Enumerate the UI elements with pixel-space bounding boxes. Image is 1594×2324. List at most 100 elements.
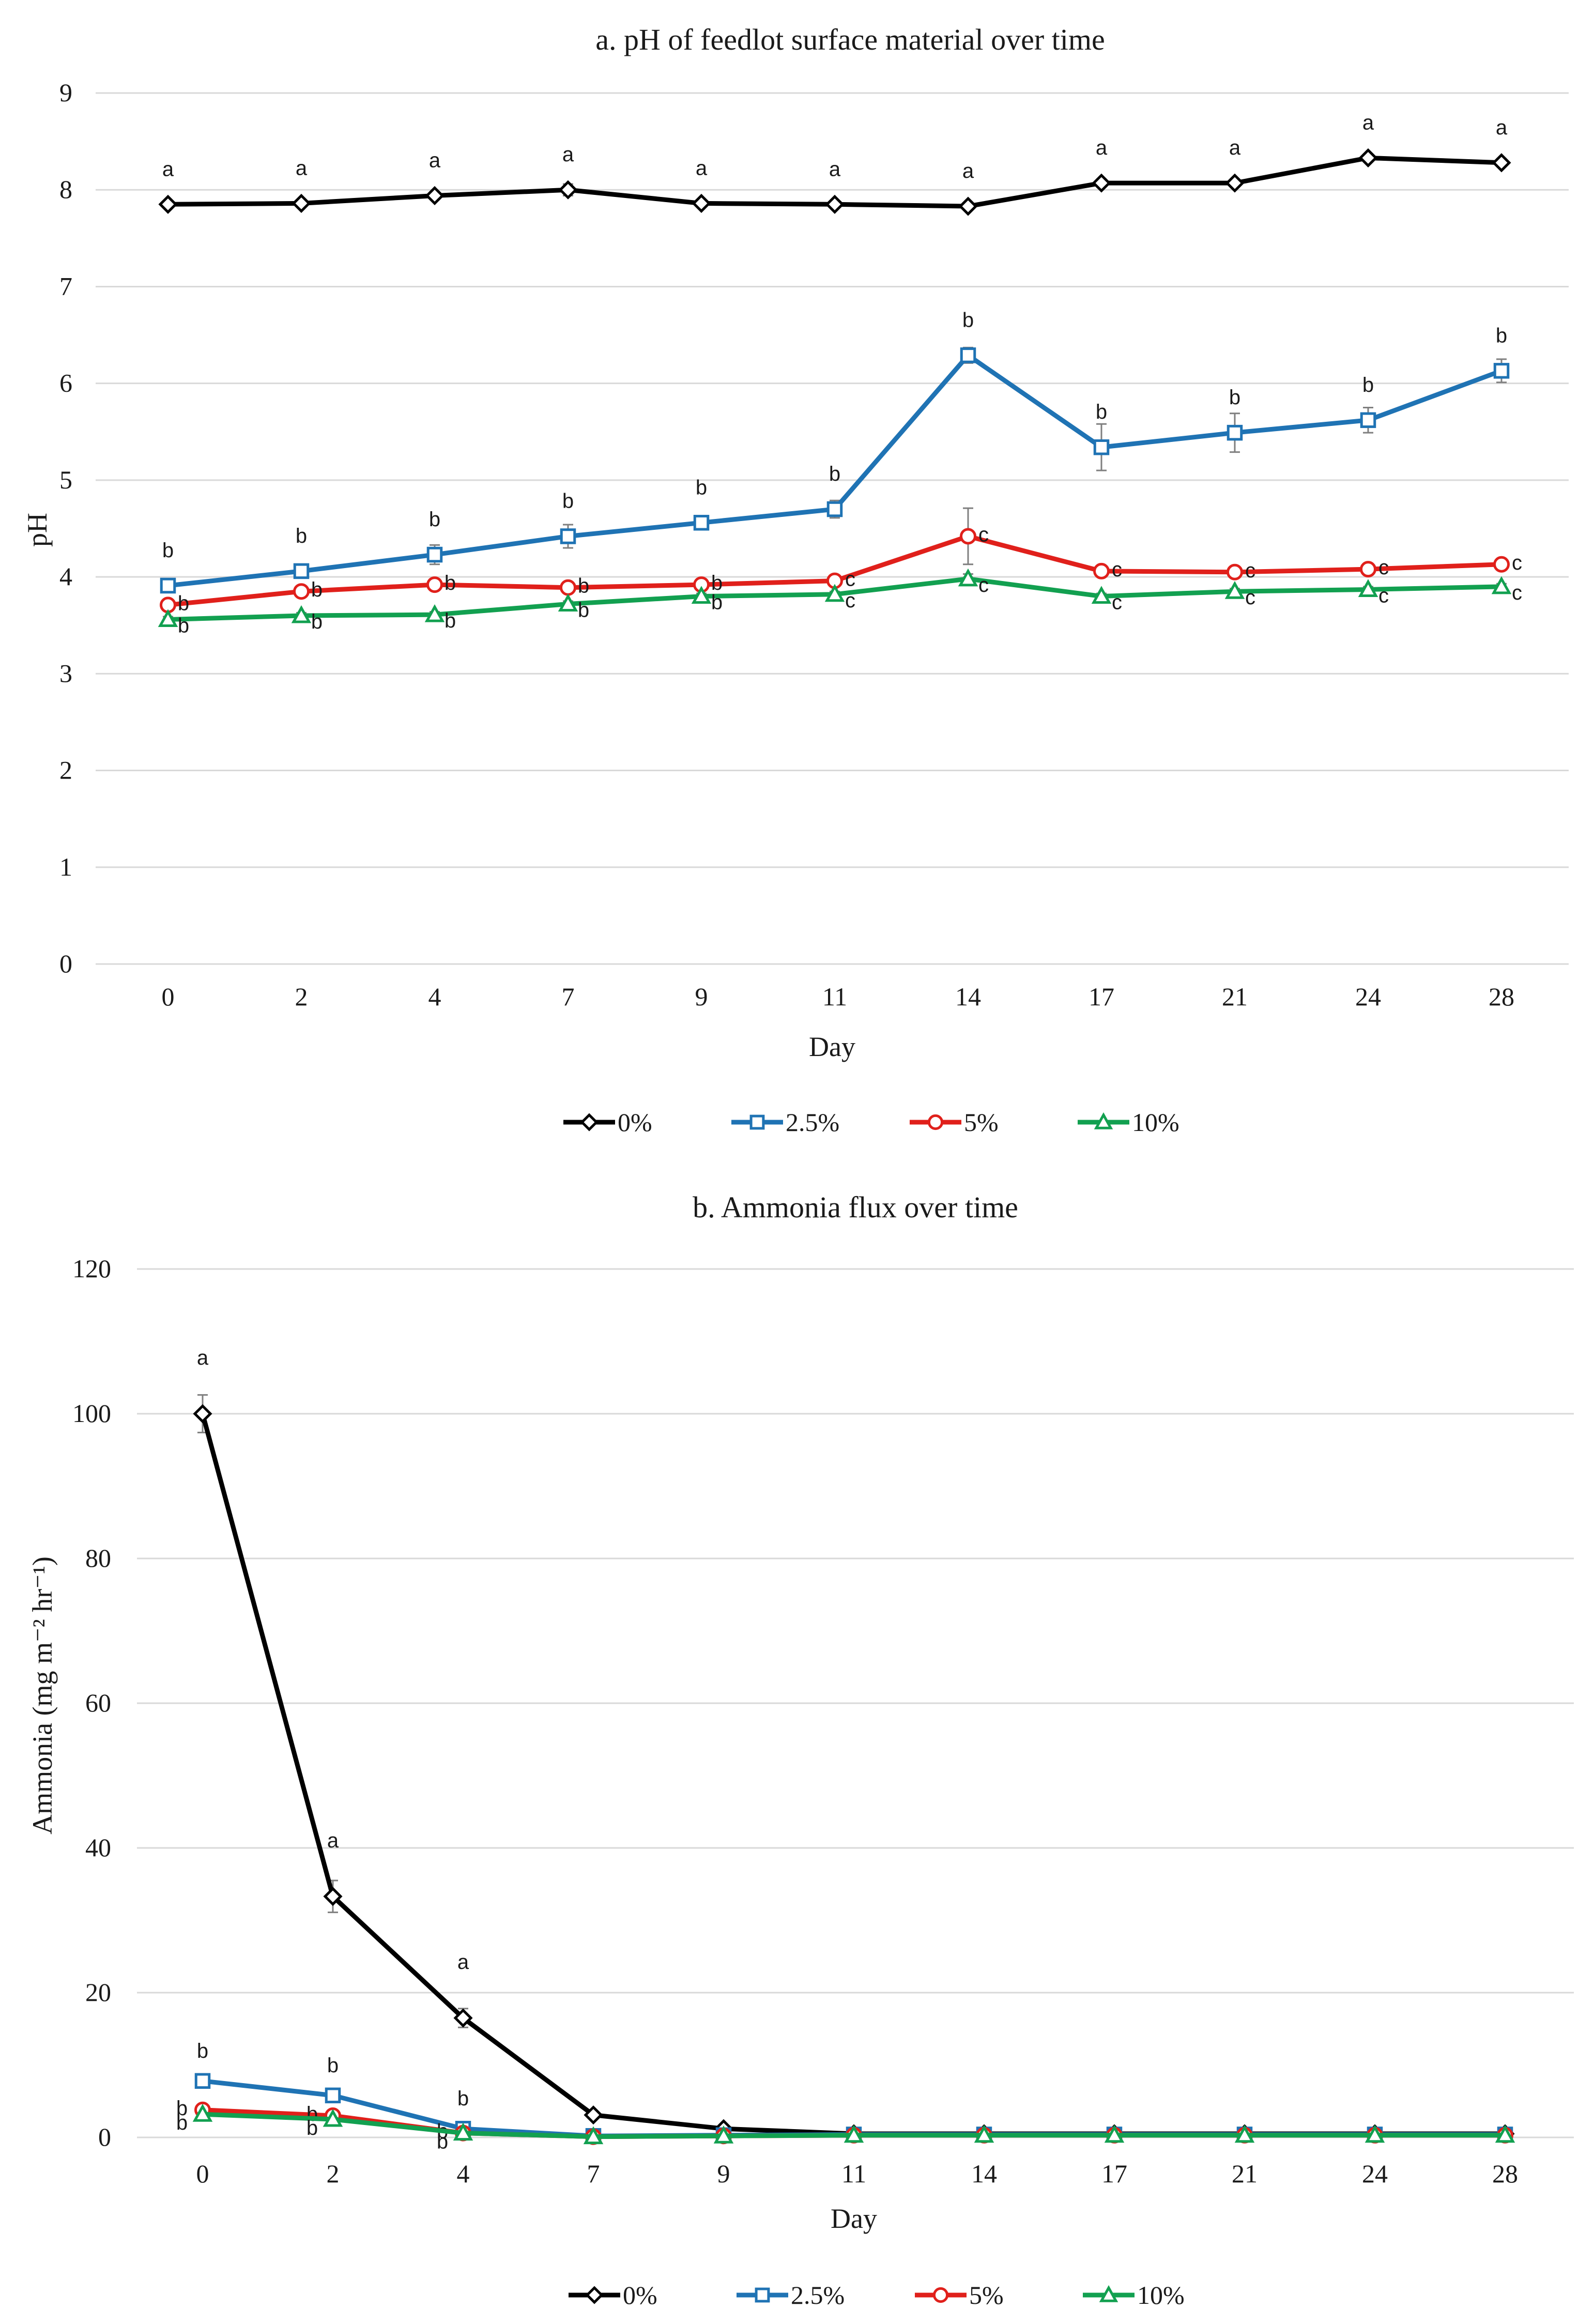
significance-label: b	[829, 463, 840, 485]
y-tick-label-0: 0	[59, 949, 72, 978]
significance-label: b	[311, 578, 323, 601]
significance-label: b	[1362, 374, 1374, 396]
data-point	[1234, 2124, 1255, 2143]
data-point	[194, 2073, 211, 2089]
data-point	[425, 186, 445, 205]
data-point	[713, 2126, 734, 2144]
data-point	[292, 193, 311, 213]
legend-marker	[932, 2287, 949, 2303]
data-point	[1365, 2124, 1385, 2143]
x-tick-label-7: 7	[587, 2159, 600, 2188]
data-point	[1091, 586, 1112, 604]
series-5pct: bb b b b ccc c c c	[160, 507, 1522, 615]
significance-label: c	[845, 568, 855, 591]
data-point	[960, 528, 976, 545]
significance-label: b	[197, 2040, 208, 2062]
significance-label: b	[1096, 401, 1107, 423]
data-point	[958, 196, 978, 216]
significance-label: c	[978, 574, 989, 597]
data-point	[1093, 439, 1110, 455]
significance-label: b	[296, 525, 307, 547]
significance-label: c	[1245, 586, 1255, 609]
significance-label: a	[162, 158, 174, 180]
legend-marker	[1094, 1112, 1113, 1129]
chart-b-legend: 0% 2.5% 5% 10%	[569, 2281, 1185, 2310]
x-tick-label-17: 17	[1089, 982, 1114, 1011]
x-tick-label-28: 28	[1492, 2159, 1518, 2188]
significance-label: b	[578, 599, 589, 622]
data-point	[1104, 2124, 1125, 2143]
significance-label: b	[578, 575, 589, 598]
data-point	[1225, 173, 1245, 193]
significance-label: b	[311, 610, 323, 633]
series-2-5pct: b b b b b b b b b b b	[160, 309, 1510, 594]
data-point	[291, 605, 312, 623]
significance-label: c	[1112, 591, 1122, 614]
x-tick-label-0: 0	[162, 982, 175, 1011]
x-tick-label-28: 28	[1489, 982, 1514, 1011]
data-point	[1360, 412, 1376, 429]
y-tick-label-9: 9	[59, 78, 72, 107]
data-point	[1093, 562, 1110, 579]
series-10pct: b bb	[176, 2104, 1515, 2153]
data-point	[453, 2008, 473, 2028]
significance-label: a	[562, 143, 574, 166]
significance-label: b	[327, 2054, 339, 2077]
data-point	[825, 194, 845, 214]
data-point	[960, 347, 976, 363]
legend-item-0pct: 0%	[569, 2281, 657, 2310]
significance-label: c	[1245, 559, 1255, 582]
data-point	[1492, 153, 1511, 173]
significance-label: b	[711, 591, 723, 614]
data-point	[583, 2126, 604, 2145]
data-point	[560, 528, 576, 544]
data-point	[826, 501, 843, 517]
x-tick-label-11: 11	[841, 2159, 866, 2188]
data-point	[1227, 563, 1243, 580]
y-tick-label-80: 80	[85, 1543, 111, 1572]
data-point	[160, 577, 176, 594]
data-point	[323, 1887, 343, 1906]
data-point	[974, 2124, 994, 2143]
significance-label: c	[1112, 558, 1122, 581]
legend-item-5pct: 5%	[915, 2281, 1004, 2310]
significance-label: b	[962, 309, 974, 331]
data-point	[193, 1404, 212, 1424]
legend-marker	[1099, 2285, 1118, 2302]
significance-label: b	[562, 490, 574, 512]
data-point	[693, 515, 710, 531]
y-tick-label-0: 0	[98, 2122, 111, 2151]
significance-label: c	[1512, 552, 1522, 574]
data-point	[293, 563, 310, 579]
chart-a-ph: a. pH of feedlot surface material over t…	[22, 23, 1569, 1137]
chart-b-ammonia: b. Ammonia flux over time 02040608010012…	[27, 1190, 1574, 2310]
significance-label: b	[176, 2097, 188, 2120]
y-tick-label-1: 1	[59, 852, 72, 881]
data-point	[158, 609, 178, 627]
y-tick-label-60: 60	[85, 1688, 111, 1717]
data-point	[323, 2108, 343, 2127]
chart-b-title: b. Ammonia flux over time	[693, 1190, 1018, 1224]
y-tick-label-20: 20	[85, 1978, 111, 2007]
data-point	[691, 586, 712, 604]
legend-item-5pct: 5%	[910, 1108, 999, 1137]
x-tick-label-24: 24	[1362, 2159, 1388, 2188]
y-tick-label-8: 8	[59, 175, 72, 204]
series-10pct: b b b b b ccc c c c	[158, 568, 1522, 637]
data-point	[1493, 556, 1510, 573]
chart-b-y-tick-labels: 0 20 40 60 80 100 120	[72, 1254, 111, 2151]
legend-label: 2.5%	[786, 1108, 839, 1137]
significance-label: a	[829, 158, 841, 180]
significance-label: b	[178, 592, 189, 615]
chart-a-legend: 0% 2.5% 5% 10%	[563, 1108, 1179, 1137]
data-point	[692, 193, 711, 213]
legend-marker	[755, 2287, 770, 2303]
data-point	[325, 2087, 341, 2104]
chart-b-y-axis-label: Ammonia (mg m⁻² hr⁻¹)	[27, 1556, 58, 1834]
x-tick-label-14: 14	[955, 982, 981, 1011]
x-tick-label-7: 7	[562, 982, 575, 1011]
chart-a-x-tick-labels: 0 2 4 7 9 11 14 17 21 24 28	[162, 982, 1515, 1011]
y-tick-label-5: 5	[59, 465, 72, 494]
